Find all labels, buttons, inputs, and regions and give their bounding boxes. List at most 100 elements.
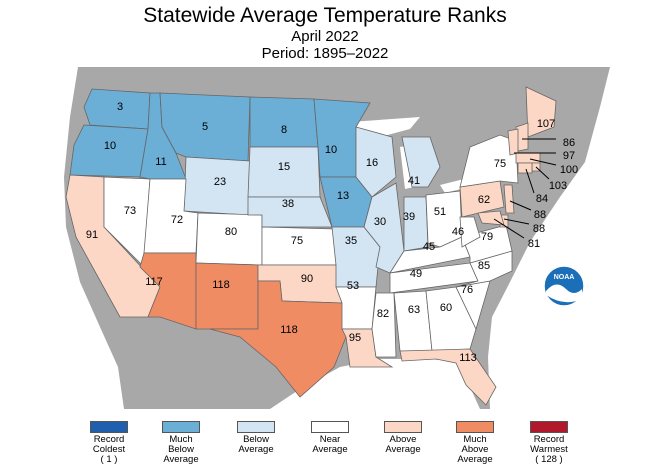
rank-label-nc: 85 <box>478 260 490 272</box>
rank-label-az: 117 <box>145 276 163 288</box>
state-me <box>525 86 557 138</box>
rank-label-ks: 75 <box>291 235 303 247</box>
ncei-line2: Environmental <box>539 318 597 328</box>
leader-line-ct <box>525 168 535 194</box>
state-ny <box>459 134 519 188</box>
legend-swatch <box>311 421 349 433</box>
rank-label-nj: 88 <box>534 209 546 221</box>
rank-label-ga: 60 <box>440 302 452 314</box>
rank-label-mn: 10 <box>325 144 337 156</box>
state-vt <box>507 128 519 156</box>
ncei-line3: Information <box>545 327 590 337</box>
state-nj <box>503 184 515 214</box>
rank-label-ms: 82 <box>377 308 389 320</box>
rank-label-ny: 75 <box>494 158 506 170</box>
rank-label-nm: 118 <box>212 279 230 291</box>
state-in <box>403 196 429 252</box>
rank-label-md: 81 <box>528 238 540 250</box>
legend-swatch <box>384 421 422 433</box>
rank-label-oh: 51 <box>434 206 446 218</box>
rank-label-sd: 15 <box>278 161 290 173</box>
leader-line-de <box>503 218 530 225</box>
rank-label-ar: 53 <box>347 280 359 292</box>
rank-label-wy: 23 <box>214 176 226 188</box>
map-month: April 2022 <box>291 28 359 45</box>
state-mi <box>401 136 441 188</box>
legend-below: Below Average <box>221 421 291 455</box>
atlantic-ocean <box>488 67 650 409</box>
rank-label-vt: 97 <box>563 150 575 162</box>
state-or <box>69 124 149 178</box>
legend-swatch <box>90 421 128 433</box>
legend-much-above: Much Above Average <box>440 421 510 465</box>
rank-label-mi: 41 <box>408 175 420 187</box>
rank-label-in: 39 <box>403 211 415 223</box>
legend-record-warmest: Record Warmest ( 128 ) <box>514 421 584 465</box>
state-nd <box>249 96 319 148</box>
gulf-of-mexico <box>270 359 480 409</box>
rank-label-wa: 3 <box>117 101 123 113</box>
rank-label-de: 88 <box>533 223 545 235</box>
rank-legend: Record Coldest ( 1 ) Much Below Average … <box>0 421 650 475</box>
rank-label-pa: 62 <box>478 194 490 206</box>
rank-label-nh: 86 <box>563 137 575 149</box>
legend-record-coldest: Record Coldest ( 1 ) <box>74 421 144 465</box>
rank-label-va: 79 <box>481 231 493 243</box>
rank-label-ca: 91 <box>86 229 98 241</box>
leader-line-ri <box>535 166 550 180</box>
noaa-logo-text: NOAA <box>554 274 575 281</box>
rank-label-id: 11 <box>155 156 166 168</box>
state-fl <box>399 348 497 406</box>
rank-label-co: 80 <box>225 226 237 238</box>
rank-label-fl: 113 <box>459 352 477 364</box>
rank-label-nd: 8 <box>281 124 287 136</box>
noaa-logo: NOAA <box>543 265 585 307</box>
legend-near: Near Average <box>295 421 365 455</box>
rank-label-ma: 100 <box>560 164 578 176</box>
state-oh <box>425 190 463 248</box>
rank-label-ne: 38 <box>282 198 294 210</box>
pacific-ocean <box>0 67 124 409</box>
rank-label-mo: 35 <box>345 235 357 247</box>
legend-swatch <box>237 421 275 433</box>
leader-line-nj <box>509 200 532 211</box>
rank-label-tx: 118 <box>280 324 298 336</box>
map-period: Period: 1895–2022 <box>261 45 389 62</box>
state-ar <box>335 286 377 330</box>
legend-above: Above Average <box>368 421 438 455</box>
legend-much-below: Much Below Average <box>146 421 216 465</box>
map-title: Statewide Average Temperature Ranks <box>143 4 507 27</box>
state-ct <box>517 162 533 174</box>
state-il <box>363 182 405 274</box>
leader-line-ma <box>529 158 557 166</box>
state-ms <box>371 292 397 358</box>
rank-label-ok: 90 <box>301 273 313 285</box>
state-al <box>393 290 433 352</box>
legend-swatch <box>530 421 568 433</box>
rank-label-tn: 49 <box>410 268 422 280</box>
rank-label-nv: 73 <box>124 205 136 217</box>
ncei-date: Thu May 5 2022 <box>539 337 597 346</box>
state-wv <box>459 216 481 248</box>
rank-label-or: 10 <box>104 140 116 152</box>
state-co <box>195 212 263 266</box>
rank-label-sc: 76 <box>461 284 473 296</box>
rank-label-ia: 13 <box>337 190 349 202</box>
rank-label-wv: 46 <box>452 226 464 238</box>
rank-label-mt: 5 <box>202 121 208 133</box>
map-header: Statewide Average Temperature Ranks Apri… <box>0 4 650 62</box>
rank-label-il: 30 <box>374 216 386 228</box>
state-ma <box>515 152 541 164</box>
rank-label-ky: 45 <box>423 241 435 253</box>
ncei-line1: National Centers for <box>528 309 608 319</box>
state-nm <box>195 262 259 330</box>
rank-label-wi: 16 <box>366 157 378 169</box>
rank-label-ut: 72 <box>171 214 183 226</box>
legend-swatch <box>162 421 200 433</box>
rank-label-la: 95 <box>349 332 361 344</box>
state-wi <box>355 126 397 198</box>
leader-line-md <box>493 218 525 239</box>
rank-label-al: 63 <box>408 304 420 316</box>
rank-label-me: 107 <box>537 118 555 130</box>
rank-label-ct: 84 <box>536 193 548 205</box>
